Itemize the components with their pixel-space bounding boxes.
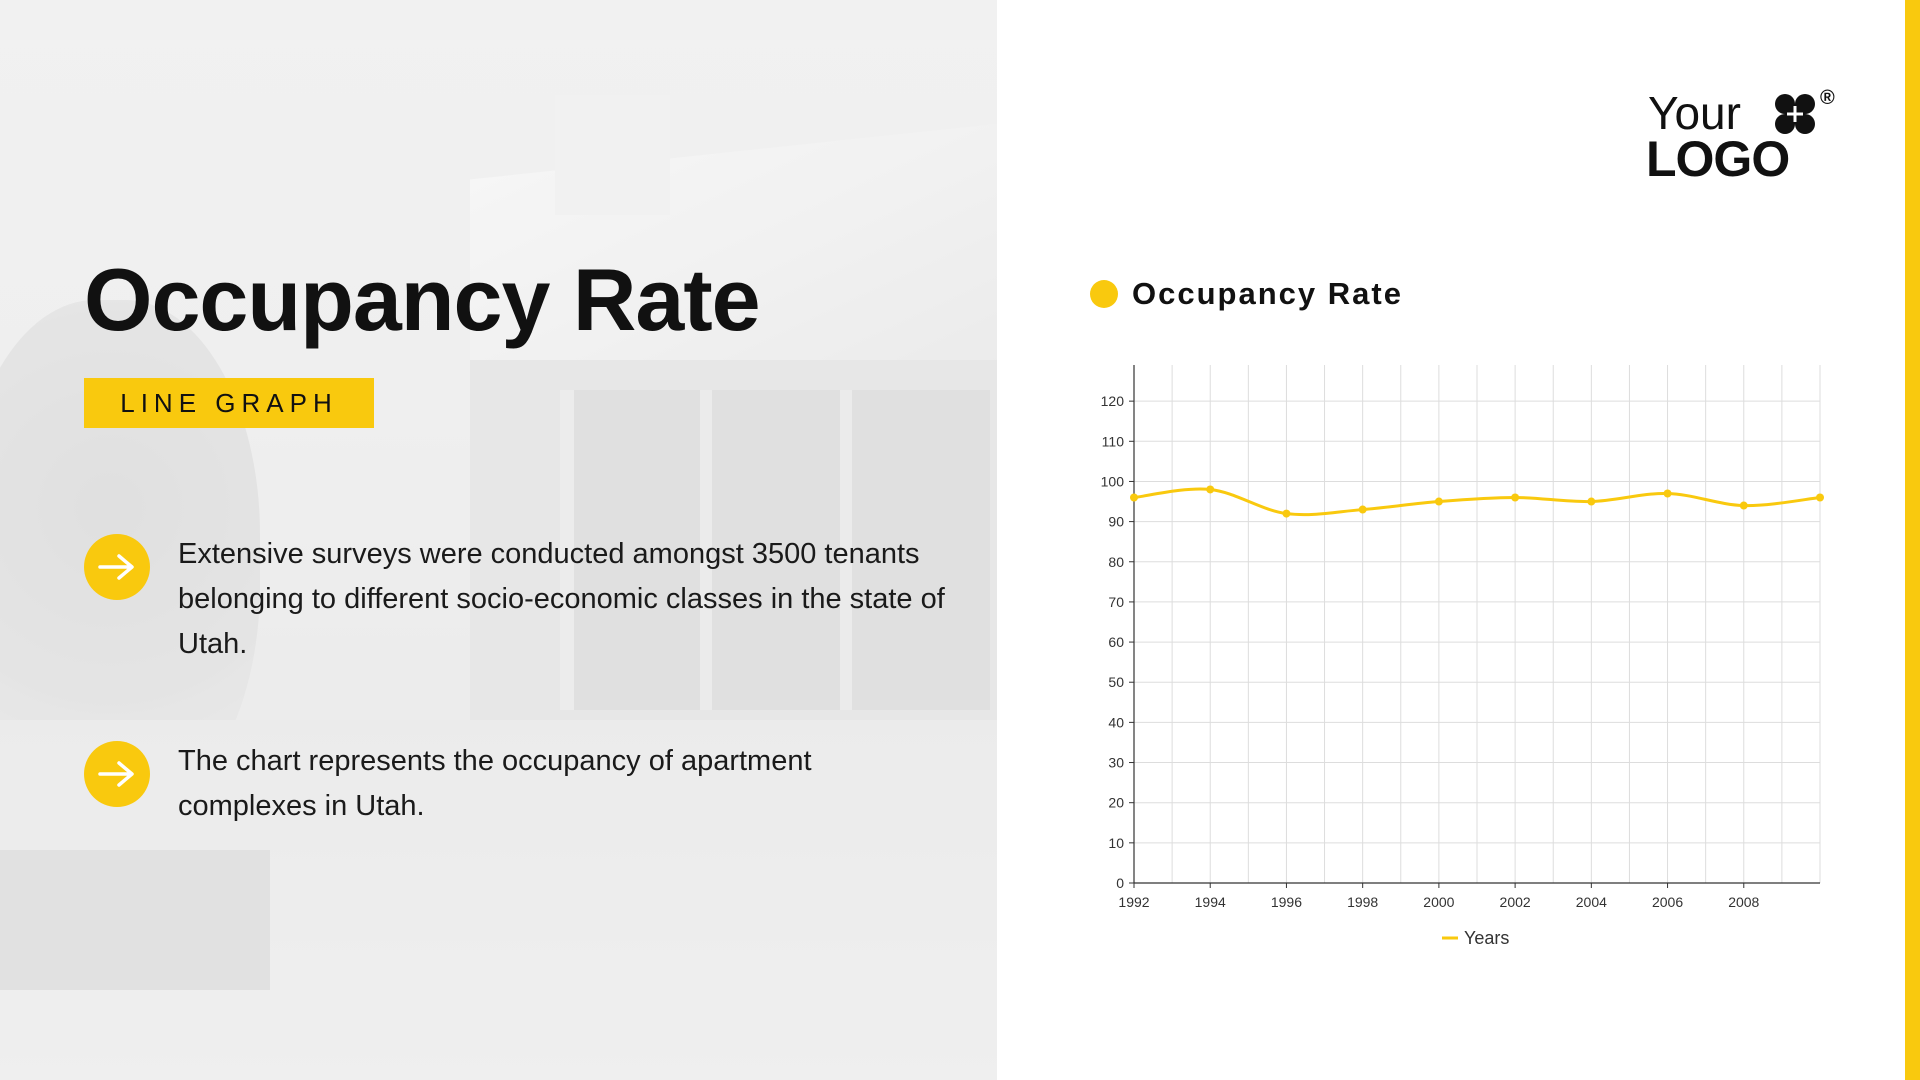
- y-tick-label: 120: [1101, 393, 1125, 409]
- logo-mark-icon: [1775, 94, 1815, 134]
- data-point: [1511, 493, 1520, 502]
- x-tick-label: 2004: [1576, 894, 1607, 910]
- line-chart: 0 10 20 30 40 50 60 70 80 90 100 110 120 1992 1994 1996…: [1101, 365, 1824, 948]
- chart-title: Occupancy Rate: [1132, 276, 1403, 311]
- bullet-item: The chart represents the occupancy of ap…: [84, 739, 948, 829]
- y-tick-label: 70: [1108, 594, 1124, 610]
- series-line: [1133, 487, 1821, 517]
- data-point: [1206, 485, 1215, 494]
- y-tick-label: 30: [1108, 755, 1124, 771]
- data-point: [1282, 509, 1291, 518]
- data-point: [1130, 493, 1138, 502]
- bullet-item: Extensive surveys were conducted amongst…: [84, 532, 948, 667]
- house-tower-shape: [555, 95, 670, 215]
- data-point: [1587, 497, 1596, 506]
- y-tick-label: 20: [1108, 795, 1124, 811]
- y-tick-label: 110: [1102, 433, 1125, 449]
- y-tick-label: 10: [1108, 835, 1124, 851]
- x-tick-label: 1992: [1118, 894, 1149, 910]
- data-point: [1358, 505, 1367, 514]
- data-point: [1816, 493, 1824, 502]
- house-window-shape: [560, 390, 990, 710]
- legend-label: Years: [1464, 928, 1509, 948]
- y-tick-label: 0: [1116, 875, 1124, 891]
- x-tick-label: 2008: [1728, 894, 1759, 910]
- y-tick-label: 90: [1108, 514, 1124, 530]
- x-tick-label: 1998: [1347, 894, 1378, 910]
- x-tick-label: 2006: [1652, 894, 1683, 910]
- chart-title-dot: [1090, 280, 1118, 308]
- planter-shape: [0, 850, 270, 990]
- subtitle-badge: LINE GRAPH: [84, 378, 374, 428]
- logo-text-bottom: LOGO: [1646, 131, 1790, 187]
- data-point: [1663, 489, 1672, 498]
- page-title: Occupancy Rate: [84, 250, 761, 349]
- house-pillar-shape: [700, 390, 712, 710]
- logo: Your ® LOGO: [1646, 87, 1846, 187]
- background-photo: [0, 0, 997, 1080]
- logo-text-top: Your: [1648, 87, 1741, 139]
- bullet-text: Extensive surveys were conducted amongst…: [178, 538, 945, 660]
- chart-heading: Occupancy Rate: [1090, 276, 1403, 312]
- photo-overlay: [0, 0, 997, 1080]
- arrow-right-icon: [84, 741, 150, 807]
- x-tick-label: 1994: [1195, 894, 1226, 910]
- registered-mark: ®: [1820, 87, 1835, 109]
- x-tick-label: 2000: [1423, 894, 1454, 910]
- house-pillar-shape: [840, 390, 852, 710]
- x-tick-label: 1996: [1271, 894, 1302, 910]
- y-tick-label: 100: [1101, 473, 1125, 489]
- x-tick-label: 2002: [1500, 894, 1531, 910]
- y-tick-label: 60: [1108, 634, 1124, 650]
- data-point: [1739, 501, 1748, 510]
- y-tick-label: 80: [1108, 554, 1124, 570]
- y-tick-label: 50: [1108, 674, 1124, 690]
- accent-bar: [1905, 0, 1920, 1080]
- bullet-text: The chart represents the occupancy of ap…: [178, 745, 812, 822]
- data-point: [1434, 497, 1443, 506]
- y-tick-label: 40: [1108, 714, 1124, 730]
- arrow-right-icon: [84, 534, 150, 600]
